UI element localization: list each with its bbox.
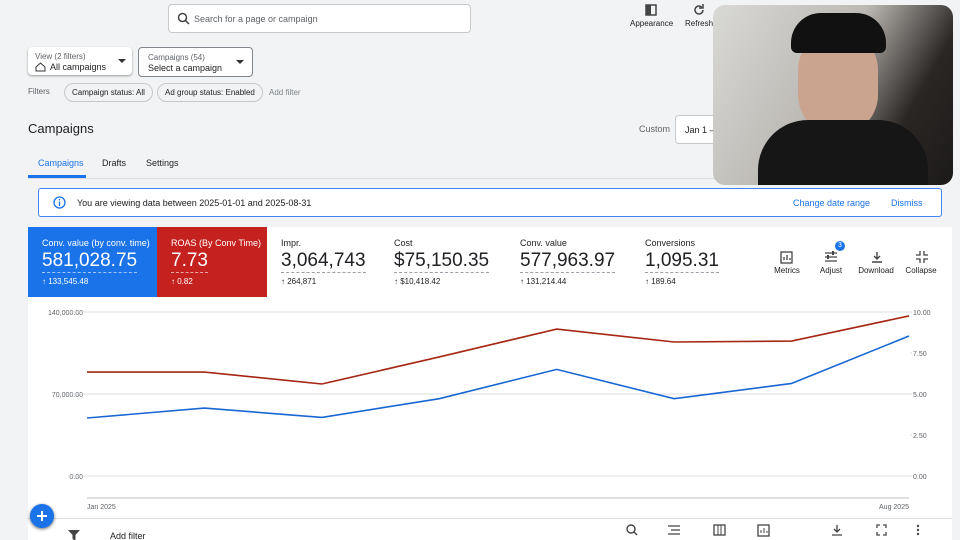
metric-card[interactable]: Conv. value (by conv. time) 581,028.75 ↑ 1… xyxy=(28,227,157,297)
y2-tick-label: 0.00 xyxy=(913,474,927,481)
filter-chip[interactable]: Ad group status: Enabled xyxy=(157,83,263,102)
adjust-badge: 3 xyxy=(835,241,845,251)
chart-tools: 3 xyxy=(741,227,952,297)
presenter-shirt xyxy=(758,120,928,185)
refresh-icon xyxy=(694,4,704,15)
metric-value: 581,028.75 xyxy=(42,250,138,273)
table-add-filter[interactable]: Add filter xyxy=(110,531,146,540)
metric-label: Conv. value xyxy=(520,238,567,248)
metrics-button[interactable]: Metrics xyxy=(774,266,800,275)
filter-chip[interactable]: Campaign status: All xyxy=(64,83,153,102)
metric-card[interactable]: Conv. value 577,963.97 ↑ 131,214.44 xyxy=(506,227,632,297)
change-date-range[interactable]: Change date range xyxy=(793,198,871,208)
campaign-selector[interactable]: Campaigns (54) Select a campaign xyxy=(138,47,253,77)
metric-card[interactable]: Conversions 1,095.31 ↑ 189.64 xyxy=(631,227,742,297)
metric-card[interactable]: ROAS (By Conv Time) 7.73 ↑ 0.82 xyxy=(157,227,267,297)
tab[interactable]: Drafts xyxy=(102,158,127,168)
banner-text: You are viewing data between 2025-01-01 … xyxy=(77,198,312,208)
collapse-button[interactable]: Collapse xyxy=(905,266,937,275)
data-line xyxy=(86,335,910,419)
view-selector[interactable]: View (2 filters) All campaigns xyxy=(28,47,132,75)
y-tick-label: 0.00 xyxy=(69,474,83,481)
plus-icon xyxy=(37,511,47,521)
appearance-button[interactable]: Appearance xyxy=(630,19,674,28)
y2-tick-label: 2.50 xyxy=(913,433,927,440)
search-box[interactable]: Search for a page or campaign xyxy=(168,4,471,33)
metric-card[interactable]: Cost $75,150.35 ↑ $10,418.42 xyxy=(380,227,507,297)
y2-tick-label: 5.00 xyxy=(913,392,927,399)
metric-value: $75,150.35 xyxy=(394,250,490,273)
tab-divider xyxy=(28,178,952,179)
search-placeholder: Search for a page or campaign xyxy=(194,14,318,24)
metric-change: ↑ $10,418.42 xyxy=(394,277,441,286)
view-value: All campaigns xyxy=(50,62,107,72)
chart-background xyxy=(28,297,952,519)
metric-value: 3,064,743 xyxy=(281,250,366,273)
tab-indicator xyxy=(28,175,86,178)
table-tool-icons xyxy=(626,524,920,537)
x-tick-label: Jan 2025 xyxy=(87,504,116,511)
create-button[interactable] xyxy=(30,504,54,528)
metric-value: 577,963.97 xyxy=(520,250,616,273)
metric-value: 1,095.31 xyxy=(645,250,719,273)
dropdown-arrow xyxy=(118,59,126,63)
tab-active[interactable]: Campaigns xyxy=(38,158,84,168)
dismiss[interactable]: Dismiss xyxy=(891,198,923,208)
metric-label: Conversions xyxy=(645,238,696,248)
metric-change: ↑ 189.64 xyxy=(645,277,676,286)
presenter-cap xyxy=(791,13,886,53)
y2-tick-label: 7.50 xyxy=(913,351,927,358)
filter-icon xyxy=(68,530,80,540)
metric-change: ↑ 133,545.48 xyxy=(42,277,89,286)
info-icon xyxy=(53,196,66,209)
y2-tick-label: 10.00 xyxy=(913,310,931,317)
y-tick-label: 70,000.00 xyxy=(52,392,83,399)
table-toolbar: Add filter xyxy=(28,518,952,540)
view-label: View (2 filters) xyxy=(35,52,86,61)
metrics-icon xyxy=(780,251,793,264)
collapse-icon xyxy=(916,251,928,263)
metric-label: Conv. value (by conv. time) xyxy=(42,238,150,248)
dropdown-arrow xyxy=(236,60,244,64)
home-icon xyxy=(35,62,46,72)
download-icon xyxy=(872,252,882,263)
refresh-button[interactable]: Refresh xyxy=(685,19,714,28)
appearance-icon xyxy=(645,4,657,16)
page-title: Campaigns xyxy=(28,121,94,136)
y-tick-label: 140,000.00 xyxy=(48,310,83,317)
filters-label: Filters xyxy=(28,87,50,96)
tab[interactable]: Settings xyxy=(146,158,179,168)
metric-label: ROAS (By Conv Time) xyxy=(171,238,262,248)
metric-change: ↑ 264,871 xyxy=(281,277,317,286)
metric-value: 7.73 xyxy=(171,250,208,273)
adjust-button[interactable]: Adjust xyxy=(819,266,843,275)
adjust-icon xyxy=(825,251,837,262)
add-filter[interactable]: Add filter xyxy=(269,88,301,97)
metric-card[interactable]: Impr. 3,064,743 ↑ 264,871 xyxy=(267,227,381,297)
data-line xyxy=(87,315,910,385)
download-button[interactable]: Download xyxy=(858,266,894,275)
campaign-selector-value: Select a campaign xyxy=(148,63,223,73)
date-range-start: Jan 1 – xyxy=(685,125,715,135)
metric-label: Impr. xyxy=(281,238,302,248)
metric-change: ↑ 131,214.44 xyxy=(520,277,567,286)
performance-chart: 0.00 70,000.00 140,000.00 0.00 2.50 5.00 7.50 1… xyxy=(28,297,952,519)
info-banner: You are viewing data between 2025-01-01 … xyxy=(38,188,942,217)
webcam-overlay xyxy=(713,5,953,185)
metric-change: ↑ 0.82 xyxy=(171,277,193,286)
campaign-selector-label: Campaigns (54) xyxy=(148,53,205,62)
metric-label: Cost xyxy=(394,238,413,248)
x-tick-label: Aug 2025 xyxy=(879,504,909,511)
search-icon xyxy=(177,12,190,25)
date-mode: Custom xyxy=(639,124,671,134)
